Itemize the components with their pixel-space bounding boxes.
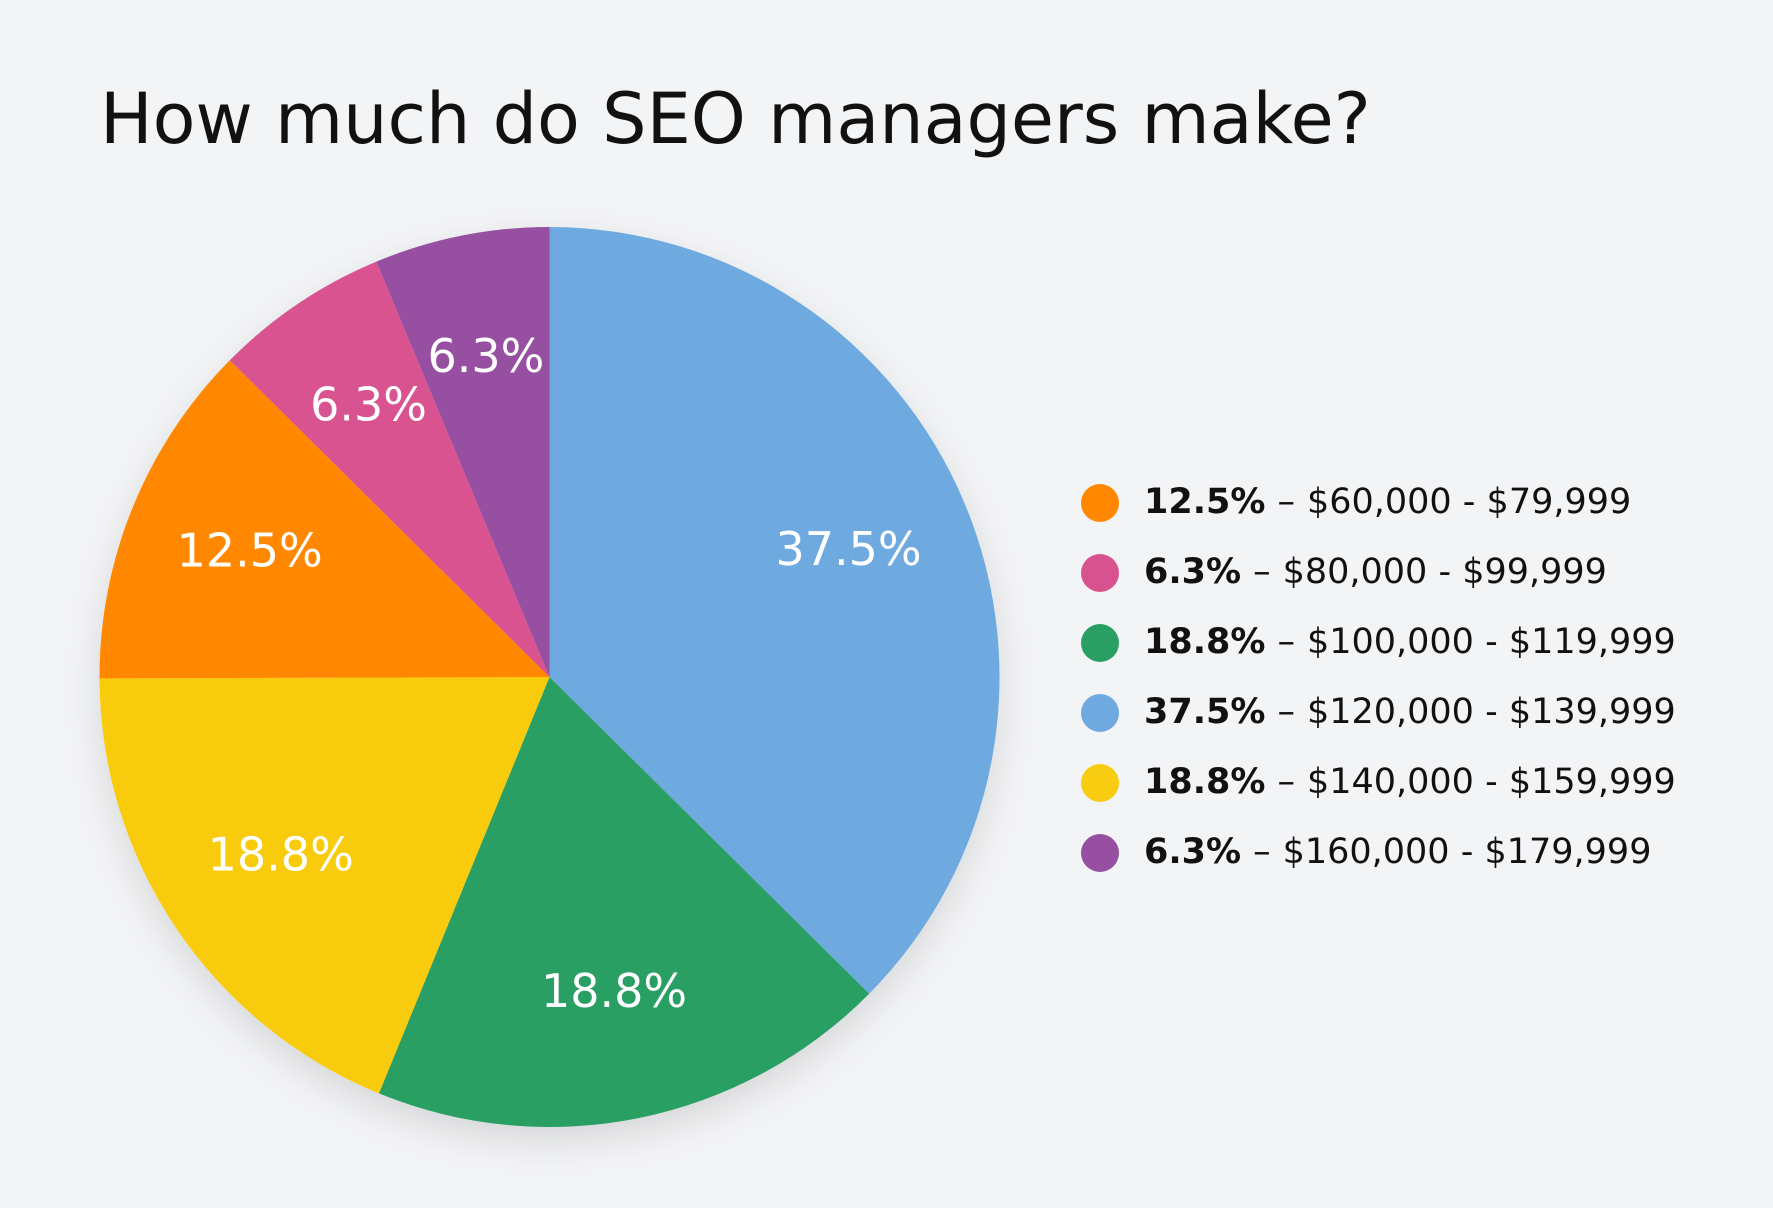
pie: [99, 227, 1000, 1127]
legend-label: $100,000 - $119,999: [1307, 622, 1676, 662]
legend-separator: –: [1277, 762, 1295, 802]
pie-slice: [99, 360, 550, 679]
legend-label: $140,000 - $159,999: [1307, 762, 1676, 802]
slice-label: 12.5%: [177, 524, 323, 578]
legend-value: 37.5%: [1144, 692, 1265, 732]
legend-separator: –: [1277, 482, 1295, 522]
legend-value: 12.5%: [1144, 482, 1265, 522]
slice-label: 18.8%: [541, 964, 687, 1018]
legend-separator: –: [1277, 692, 1295, 732]
pie-slice: [229, 261, 550, 677]
pie-slice: [378, 677, 870, 1127]
legend-label: $80,000 - $99,999: [1283, 552, 1607, 592]
legend-entry: 12.5% – $60,000 - $79,999: [1144, 482, 1631, 522]
legend-entry: 18.8% – $140,000 - $159,999: [1144, 762, 1676, 802]
legend-marker: [1081, 624, 1119, 662]
legend-label: $120,000 - $139,999: [1307, 692, 1676, 732]
legend-value: 6.3%: [1144, 832, 1241, 872]
slice-label: 37.5%: [775, 522, 921, 576]
legend-marker: [1081, 554, 1119, 592]
slice-label: 6.3%: [310, 378, 427, 432]
legend-marker: [1081, 834, 1119, 872]
chart-title: How much do SEO managers make?: [100, 78, 1371, 160]
legend-value: 6.3%: [1144, 552, 1241, 592]
slice-label: 18.8%: [208, 827, 354, 881]
legend-value: 18.8%: [1144, 762, 1265, 802]
pie-slice: [99, 677, 550, 1094]
legend-separator: –: [1253, 552, 1271, 592]
legend-separator: –: [1253, 832, 1271, 872]
legend-label: $160,000 - $179,999: [1283, 832, 1652, 872]
pie-slice: [549, 227, 1000, 994]
legend-entry: 6.3% – $80,000 - $99,999: [1144, 552, 1607, 592]
legend-label: $60,000 - $79,999: [1307, 482, 1631, 522]
legend-separator: –: [1277, 622, 1295, 662]
legend-marker: [1081, 764, 1119, 802]
legend-value: 18.8%: [1144, 622, 1265, 662]
legend-marker: [1081, 484, 1119, 522]
slice-label: 6.3%: [427, 329, 544, 383]
legend-entry: 18.8% – $100,000 - $119,999: [1144, 622, 1676, 662]
pie-slice: [376, 227, 550, 677]
legend-entry: 6.3% – $160,000 - $179,999: [1144, 832, 1651, 872]
legend-marker: [1081, 694, 1119, 732]
legend-entry: 37.5% – $120,000 - $139,999: [1144, 692, 1676, 732]
